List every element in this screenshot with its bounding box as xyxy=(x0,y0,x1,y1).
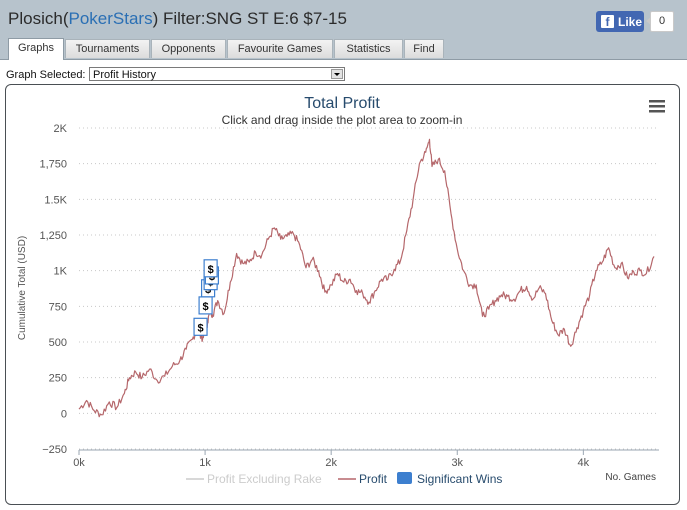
y-tick-label: 2K xyxy=(54,123,68,135)
y-tick-label: 1,750 xyxy=(39,159,67,171)
chart-subtitle: Click and drag inside the plot area to z… xyxy=(222,113,463,127)
significant-win-flag[interactable]: $ xyxy=(198,296,213,315)
flag-box xyxy=(193,317,208,336)
filter-text: Filter:SNG ST E:6 $7-15 xyxy=(158,9,347,28)
x-tick-label: 4k xyxy=(578,457,590,469)
tab-favourite-games[interactable]: Favourite Games xyxy=(227,39,333,58)
x-tick-label: 3k xyxy=(451,457,463,469)
x-tick-label: 0k xyxy=(73,457,85,469)
y-tick-label: 750 xyxy=(49,301,67,313)
menu-bar xyxy=(649,110,665,113)
y-tick-label: 0 xyxy=(61,408,67,420)
graph-select-value: Profit History xyxy=(93,69,156,81)
y-axis-label: Cumulative Total (USD) xyxy=(17,236,28,340)
graph-select[interactable]: Profit History xyxy=(89,67,345,81)
tab-bar: Graphs Tournaments Opponents Favourite G… xyxy=(0,38,687,60)
window-header: Plosich(PokerStars) Filter:SNG ST E:6 $7… xyxy=(0,0,687,38)
flag-box xyxy=(203,259,218,278)
tab-tournaments[interactable]: Tournaments xyxy=(65,39,150,58)
graph-selected-label: Graph Selected: xyxy=(6,69,86,81)
significant-wins-flags: $$$$$$ xyxy=(193,259,219,336)
tab-find[interactable]: Find xyxy=(404,39,444,58)
like-count: 0 xyxy=(646,11,674,32)
profit-chart[interactable]: Total Profit Click and drag inside the p… xyxy=(6,85,679,504)
dropdown-arrow-icon[interactable] xyxy=(331,69,343,79)
legend-item-significant-wins[interactable]: Significant Wins xyxy=(417,472,502,486)
chart-title: Total Profit xyxy=(304,95,380,112)
open-paren: ( xyxy=(62,9,69,28)
grid-lines xyxy=(79,127,659,451)
y-tick-label: 1.5K xyxy=(44,194,67,206)
y-tick-label: −250 xyxy=(42,444,67,456)
chart-legend: Profit Excluding Rake Profit Significant… xyxy=(186,472,502,486)
tab-graphs[interactable]: Graphs xyxy=(8,38,64,60)
legend-swatch-significant-wins xyxy=(397,472,412,484)
significant-win-flag[interactable]: $ xyxy=(193,317,208,336)
flag-label: $ xyxy=(203,301,209,313)
y-tick-label: 500 xyxy=(49,337,67,349)
significant-win-flag[interactable]: $ xyxy=(203,259,218,278)
like-label: Like xyxy=(618,14,643,29)
x-axis-ticks: 0k 1k 2k 3k 4k xyxy=(73,450,590,469)
x-tick-label: 2k xyxy=(325,457,337,469)
flag-label: $ xyxy=(208,264,214,276)
chart-menu-icon[interactable] xyxy=(649,100,665,113)
flag-label: $ xyxy=(197,322,203,334)
facebook-like-button[interactable]: f Like xyxy=(596,11,644,32)
menu-bar xyxy=(649,105,665,108)
site-link[interactable]: PokerStars xyxy=(68,9,153,28)
x-tick-label: 1k xyxy=(199,457,211,469)
chart-container: Total Profit Click and drag inside the p… xyxy=(5,84,680,505)
menu-bar xyxy=(649,100,665,103)
page-title: Plosich(PokerStars) Filter:SNG ST E:6 $7… xyxy=(8,9,347,29)
close-paren: ) xyxy=(152,9,159,28)
plot-series xyxy=(78,138,655,418)
x-axis-label: No. Games xyxy=(605,472,656,483)
legend-item-profit-excluding-rake[interactable]: Profit Excluding Rake xyxy=(207,472,322,486)
y-tick-label: 250 xyxy=(49,373,67,385)
y-tick-label: 1,250 xyxy=(39,230,67,242)
y-tick-label: 1K xyxy=(54,266,68,278)
tab-statistics[interactable]: Statistics xyxy=(334,39,403,58)
legend-item-profit[interactable]: Profit xyxy=(359,472,388,486)
profit-series-line xyxy=(78,138,655,418)
tab-opponents[interactable]: Opponents xyxy=(151,39,226,58)
y-axis-ticks: −250 0 250 500 750 1K 1,250 1.5K 1,750 2K xyxy=(39,123,67,456)
facebook-icon: f xyxy=(601,15,614,29)
player-name: Plosich xyxy=(8,9,63,28)
tab-content-graphs: Graph Selected: Profit History Total Pro… xyxy=(0,60,687,510)
